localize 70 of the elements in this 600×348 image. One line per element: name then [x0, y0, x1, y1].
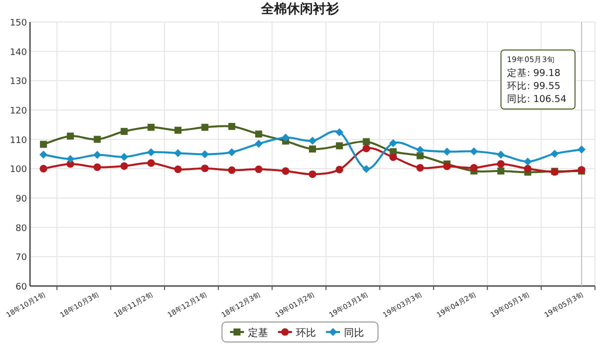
- point: [120, 162, 128, 170]
- point: [362, 164, 370, 173]
- point: [255, 130, 262, 138]
- y-tick-label: 100: [10, 165, 28, 176]
- point: [40, 140, 47, 148]
- point: [389, 139, 398, 148]
- point: [470, 164, 478, 172]
- point: [336, 142, 343, 150]
- annotation: 定基: 99.18: [507, 67, 560, 79]
- point: [66, 154, 74, 163]
- point: [416, 164, 424, 172]
- point: [389, 153, 398, 162]
- point: [174, 126, 182, 134]
- y-tick-label: 80: [16, 224, 28, 234]
- point: [470, 147, 478, 156]
- y-tick-label: 130: [10, 77, 28, 88]
- y-tick-label: 110: [10, 136, 28, 146]
- y-tick-label: 70: [16, 253, 28, 264]
- point: [254, 165, 262, 174]
- annotation: 同比: 106.54: [507, 93, 566, 105]
- point: [308, 136, 316, 145]
- point: [201, 164, 209, 172]
- point: [201, 124, 208, 131]
- legend-label: 环比: [296, 327, 316, 339]
- point: [93, 163, 102, 171]
- point: [497, 160, 505, 168]
- legend-label: 同比: [344, 327, 364, 339]
- y-tick-label: 60: [16, 282, 28, 292]
- point: [497, 168, 504, 175]
- point: [578, 145, 586, 154]
- point: [308, 170, 316, 178]
- point: [174, 149, 182, 158]
- point: [524, 164, 532, 172]
- point: [362, 144, 370, 152]
- point: [228, 122, 236, 130]
- point: [309, 146, 316, 153]
- point: [282, 134, 290, 142]
- point: [443, 162, 451, 170]
- point: [335, 128, 344, 136]
- point: [228, 166, 236, 174]
- y-tick-label: 140: [10, 48, 28, 58]
- point: [66, 132, 74, 140]
- point: [147, 148, 156, 156]
- point: [93, 150, 102, 159]
- point: [416, 152, 424, 160]
- annotation: 环比: 99.55: [507, 80, 560, 92]
- point: [550, 150, 559, 158]
- point: [362, 138, 370, 146]
- point: [282, 167, 290, 175]
- chart-title: 全棉休闲衬衫: [260, 1, 340, 17]
- point: [148, 124, 155, 131]
- point: [147, 159, 155, 167]
- point: [254, 140, 263, 148]
- y-tick-label: 150: [10, 18, 28, 28]
- point: [40, 164, 48, 172]
- point: [120, 152, 128, 161]
- point: [336, 166, 344, 174]
- point: [496, 150, 505, 159]
- point: [94, 136, 101, 143]
- point: [416, 146, 424, 154]
- point: [120, 128, 128, 135]
- y-tick-label: 90: [16, 194, 28, 204]
- point: [524, 158, 532, 166]
- point: [443, 148, 452, 156]
- point: [174, 165, 182, 174]
- point: [39, 150, 48, 159]
- legend-label: 定基: [248, 327, 268, 339]
- y-tick-label: 120: [10, 106, 28, 116]
- point: [200, 150, 209, 158]
- point: [228, 148, 236, 156]
